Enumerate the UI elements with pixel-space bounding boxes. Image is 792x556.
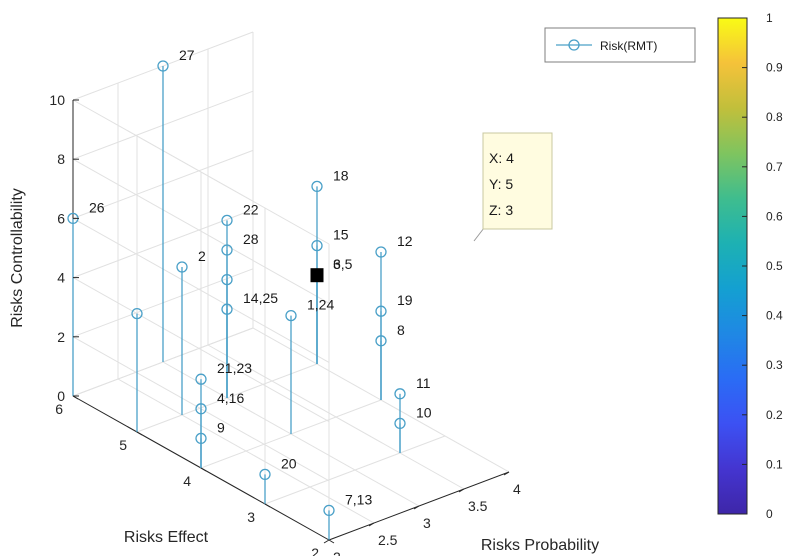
risk-label: 19 bbox=[397, 292, 413, 308]
stem-marker[interactable] bbox=[259, 468, 271, 481]
stem-marker[interactable] bbox=[221, 244, 233, 256]
stem-series bbox=[67, 60, 406, 540]
y-axis-label: Risks Effect bbox=[124, 529, 209, 546]
risk-label: 4,16 bbox=[217, 390, 244, 406]
colorbar-tick-label: 0.9 bbox=[766, 61, 783, 75]
stem-marker[interactable] bbox=[394, 417, 406, 430]
stem-marker[interactable] bbox=[323, 504, 335, 517]
datatip-pointer bbox=[473, 227, 485, 242]
legend[interactable]: Risk(RMT) bbox=[544, 27, 696, 63]
risk-label: 27 bbox=[179, 47, 195, 63]
stem-marker[interactable] bbox=[195, 373, 207, 385]
stem-marker[interactable] bbox=[176, 261, 188, 273]
y-tick-label: 3 bbox=[247, 509, 255, 525]
y-tick-label: 6 bbox=[55, 401, 63, 417]
colorbar: 0 0.1 0.2 0.3 0.4 0.5 0.6 0.7 0.8 0.9 1 bbox=[717, 11, 783, 521]
z-tick-label: 0 bbox=[57, 388, 65, 404]
datatip-box bbox=[482, 132, 553, 230]
stem-marker[interactable] bbox=[131, 307, 143, 320]
stem-marker[interactable] bbox=[394, 388, 406, 400]
colorbar-tick-label: 0.2 bbox=[766, 408, 783, 422]
z-tick-label: 8 bbox=[57, 151, 65, 167]
stem-marker[interactable] bbox=[311, 180, 323, 193]
colorbar-tick-label: 0.1 bbox=[766, 457, 783, 471]
colorbar-tick-label: 0.4 bbox=[766, 309, 783, 323]
stem-marker[interactable] bbox=[221, 303, 233, 315]
data-labels: 26 21,23 4,16 9 20 7,13 2 27 22 28 14,25 1,24 6 11 10 1… bbox=[89, 47, 432, 507]
risk-label: 7,13 bbox=[345, 491, 372, 507]
datatip-z: Z: 3 bbox=[489, 202, 513, 218]
z-tick-label: 6 bbox=[57, 210, 65, 226]
colorbar-tick-label: 0.6 bbox=[766, 209, 783, 223]
colorbar-tick-label: 0.3 bbox=[766, 358, 783, 372]
x-tick-label: 4 bbox=[513, 481, 521, 497]
legend-marker-icon bbox=[568, 39, 580, 51]
risk-label: 15 bbox=[333, 227, 349, 243]
risk-label: 26 bbox=[89, 199, 105, 215]
risk-label: 20 bbox=[281, 455, 297, 471]
x-tick-label: 2.5 bbox=[378, 532, 398, 548]
z-tick-label: 4 bbox=[57, 270, 65, 286]
stem-marker[interactable] bbox=[157, 60, 169, 72]
legend-entry-label: Risk(RMT) bbox=[600, 39, 657, 53]
risk-label: 2 bbox=[198, 248, 206, 264]
y-tick-mark bbox=[200, 467, 207, 472]
risk-label: 22 bbox=[243, 201, 259, 217]
y-tick-label: 5 bbox=[119, 437, 127, 453]
gridline-y-floor bbox=[264, 435, 446, 505]
stem-marker[interactable] bbox=[285, 309, 297, 322]
y-tick-mark bbox=[328, 539, 335, 544]
x-axis-label: Risks Probability bbox=[481, 537, 599, 554]
risk-label: 21,23 bbox=[217, 360, 252, 376]
y-tick-mark bbox=[264, 503, 271, 508]
x-tick-label: 3.5 bbox=[468, 498, 488, 514]
x-tick-label: 2 bbox=[333, 549, 341, 556]
y-tick-label: 2 bbox=[311, 545, 319, 556]
y-tick-label: 4 bbox=[183, 473, 191, 489]
x-tick-label: 3 bbox=[423, 515, 431, 531]
stem-marker[interactable] bbox=[311, 239, 323, 252]
stem-marker[interactable] bbox=[221, 273, 233, 286]
risk-label: 14,25 bbox=[243, 290, 278, 306]
datatip-x: X: 4 bbox=[489, 150, 514, 166]
x-tick-mark bbox=[503, 471, 510, 476]
stem-marker[interactable] bbox=[195, 403, 207, 415]
x-tick-mark bbox=[458, 488, 465, 493]
colorbar-tick-label: 0.5 bbox=[766, 259, 783, 273]
z-tick-label: 10 bbox=[49, 92, 65, 108]
colorbar-ticks: 0 0.1 0.2 0.3 0.4 0.5 0.6 0.7 0.8 0.9 1 bbox=[742, 11, 783, 521]
stem-marker[interactable] bbox=[375, 246, 387, 258]
x-tick-mark bbox=[413, 505, 420, 510]
datatip-selected-marker[interactable] bbox=[310, 268, 324, 283]
risk-label: 6 bbox=[333, 256, 341, 272]
risk-label: 8 bbox=[397, 322, 405, 338]
x-tick-mark bbox=[323, 539, 330, 544]
z-axis-label: Risks Controllability bbox=[9, 188, 26, 328]
stem-marker[interactable] bbox=[221, 214, 233, 227]
colorbar-tick-label: 0.7 bbox=[766, 160, 783, 174]
x-tick-mark bbox=[368, 522, 375, 527]
risk-label: 3,5 bbox=[333, 256, 353, 272]
stem-marker[interactable] bbox=[375, 335, 387, 347]
risk-label: 11 bbox=[416, 375, 431, 391]
risk-label: 9 bbox=[217, 419, 225, 435]
stem-marker[interactable] bbox=[195, 432, 207, 445]
colorbar-tick-label: 1 bbox=[766, 11, 773, 25]
risk-label: 12 bbox=[397, 233, 413, 249]
z-tick-label: 2 bbox=[57, 329, 65, 345]
risk-label: 1,24 bbox=[307, 297, 334, 313]
risk-label: 28 bbox=[243, 231, 259, 247]
risk-label: 18 bbox=[333, 167, 349, 183]
datatip[interactable]: X: 4 Y: 5 Z: 3 bbox=[310, 132, 553, 283]
y-tick-mark bbox=[136, 431, 143, 436]
colorbar-tick-label: 0.8 bbox=[766, 110, 783, 124]
risk-label: 10 bbox=[416, 404, 432, 420]
datatip-y: Y: 5 bbox=[489, 176, 513, 192]
stem-marker[interactable] bbox=[375, 305, 387, 317]
colorbar-tick-label: 0 bbox=[766, 507, 773, 521]
